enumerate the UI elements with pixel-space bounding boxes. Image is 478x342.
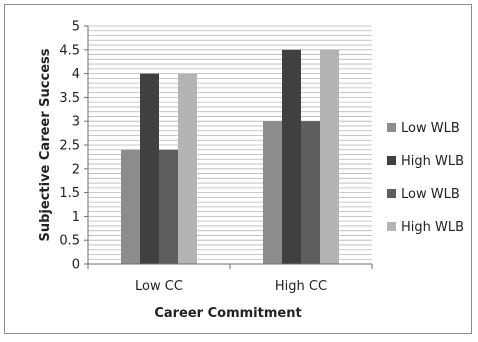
y-tick-label: 4.5 (59, 43, 80, 58)
y-tick-label: 0 (72, 258, 80, 273)
x-tick-label: Low CC (135, 279, 183, 294)
x-tick-label: High CC (275, 279, 327, 294)
y-tick-label: 2.5 (59, 139, 80, 154)
y-tick-label: 1.5 (59, 186, 80, 201)
x-tick-labels: Low CC High CC (135, 279, 327, 294)
bars (121, 49, 339, 264)
bar (301, 121, 320, 264)
x-axis-title: Career Commitment (154, 306, 301, 321)
legend-label: High WLB (401, 220, 464, 235)
y-tick-labels: 0 0.5 1 1.5 2 2.5 3 3.5 4 4.5 5 (59, 20, 80, 273)
bar (140, 73, 159, 264)
y-tick-label: 3 (72, 115, 80, 130)
axes (84, 25, 373, 269)
legend-swatch (387, 222, 396, 231)
y-axis-title: Subjective Career Success (38, 48, 53, 241)
legend-label: Low WLB (401, 187, 460, 202)
bar (159, 149, 178, 264)
legend-swatch (387, 156, 396, 165)
legend-swatch (387, 189, 396, 198)
bar (263, 121, 282, 264)
legend: Low WLB High WLB Low WLB High WLB (387, 121, 464, 235)
legend-label: High WLB (401, 154, 464, 169)
bar (320, 49, 339, 264)
y-tick-label: 5 (72, 20, 80, 35)
bar (121, 149, 140, 264)
legend-swatch (387, 123, 396, 132)
y-tick-label: 2 (72, 162, 80, 177)
y-tick-label: 3.5 (59, 91, 80, 106)
legend-label: Low WLB (401, 121, 460, 136)
y-tick-label: 0.5 (59, 234, 80, 249)
bar (178, 73, 197, 264)
y-tick-label: 1 (72, 210, 80, 225)
y-tick-label: 4 (72, 67, 80, 82)
bar (282, 49, 301, 264)
